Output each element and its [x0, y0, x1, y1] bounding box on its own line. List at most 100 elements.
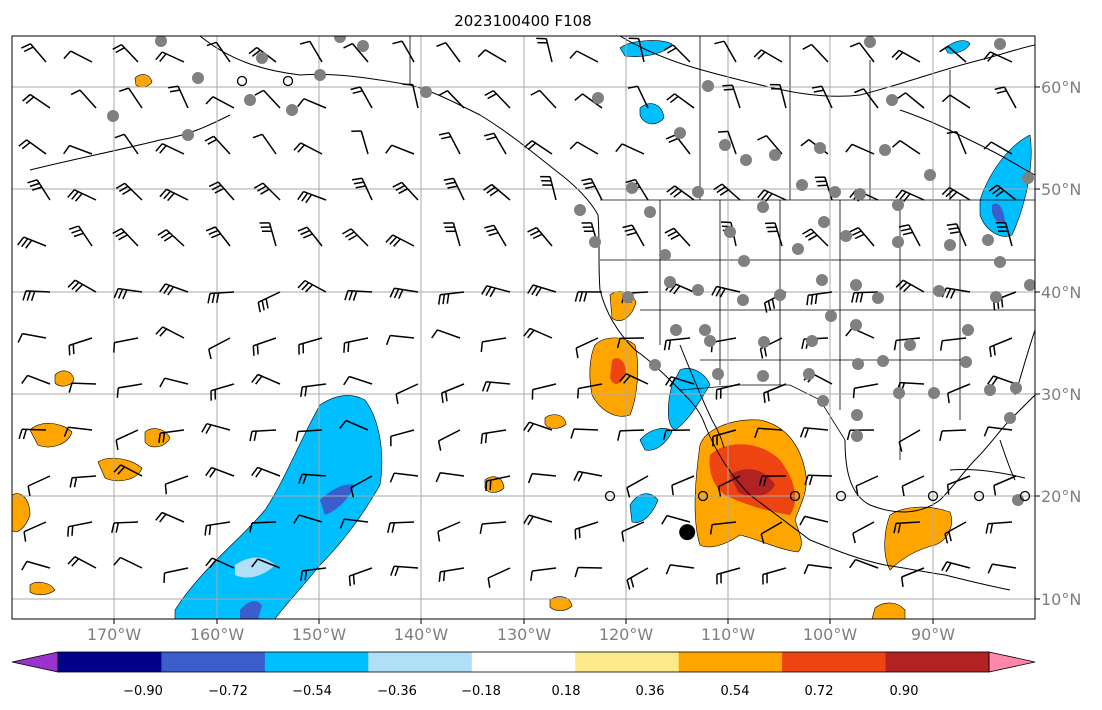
wind-barb [298, 337, 323, 355]
station-dot [825, 310, 837, 322]
wind-barb [68, 382, 97, 393]
station-dot [840, 230, 852, 242]
station-dot [994, 38, 1006, 50]
positive-blob-10 [134, 74, 153, 88]
station-dot [334, 36, 346, 43]
wind-barb [299, 40, 323, 63]
station-dot [626, 182, 638, 194]
wind-barb [892, 139, 921, 155]
wind-barb [845, 143, 875, 155]
wind-barb [342, 228, 369, 247]
positive-high-california [610, 358, 626, 384]
wind-barb [164, 475, 189, 495]
wind-barb [251, 373, 281, 385]
station-dot [704, 335, 716, 347]
lat-label: 20°N [1041, 487, 1081, 506]
wind-barb [714, 40, 737, 63]
colorbar-labels: −0.90 −0.72 −0.54 −0.36 −0.18 0.18 0.36 … [123, 684, 918, 699]
wind-barb [300, 383, 327, 398]
wind-barb [573, 470, 603, 482]
wind-barb [994, 86, 1017, 109]
wind-barb [852, 383, 879, 399]
station-dot [818, 216, 830, 228]
tick-marks [113, 86, 1040, 624]
station-dot [649, 359, 661, 371]
wind-barb [891, 49, 921, 63]
coastline-aleutians [29, 114, 231, 171]
wind-barb [540, 175, 557, 201]
station-dot [702, 80, 714, 92]
open-circle [236, 75, 248, 87]
lat-labels: 60°N 50°N 40°N 30°N 20°N 10°N [1041, 78, 1081, 609]
wind-barb [477, 49, 507, 63]
colorbar-tick-label: −0.18 [461, 684, 501, 699]
wind-barb [626, 567, 649, 590]
station-dot [851, 409, 863, 421]
station-dot [769, 149, 781, 161]
wind-barb [983, 51, 1013, 63]
wind-barb [27, 475, 51, 497]
wind-barb [481, 381, 511, 392]
wind-barb [385, 144, 415, 155]
station-dot [933, 285, 945, 297]
wind-barb [939, 429, 967, 441]
station-dot [944, 239, 956, 251]
station-dot [850, 319, 862, 331]
lon-label: 90°W [911, 625, 955, 644]
wind-barb [663, 337, 691, 351]
wind-barb [484, 89, 511, 109]
wind-barb [523, 421, 553, 433]
wind-barb [159, 283, 189, 296]
open-circle [1019, 490, 1031, 502]
station-dot [719, 139, 731, 151]
wind-barb [799, 427, 829, 438]
lon-label: 100°W [803, 625, 858, 644]
station-dot [792, 243, 804, 255]
colorbar-segment [471, 652, 576, 672]
station-dot [850, 279, 862, 291]
wind-barb [116, 383, 143, 398]
wind-barb [987, 563, 1017, 574]
coastline-canada-north [619, 36, 1035, 97]
wind-barb [665, 376, 695, 387]
wind-barb [70, 89, 97, 109]
wind-barb [385, 334, 415, 346]
wind-barb [251, 466, 281, 478]
wind-barb [799, 515, 829, 526]
wind-barb [207, 291, 235, 304]
wind-barb [574, 566, 603, 578]
wind-barb [67, 556, 97, 569]
map-area [12, 36, 1035, 619]
colorbar-segment [575, 652, 680, 672]
positive-blob-2 [97, 457, 143, 481]
station-dot [244, 94, 256, 106]
wind-barb [581, 177, 603, 201]
negative-core-pacific-2 [240, 601, 262, 619]
storm-center-marker [679, 524, 696, 541]
station-dot [1024, 279, 1035, 291]
wind-barb [941, 561, 971, 573]
wind-barb [293, 514, 323, 524]
wind-barb [118, 87, 143, 109]
wind-barb [622, 224, 645, 247]
wind-barb [22, 290, 51, 302]
wind-barb [854, 88, 879, 109]
wind-barb [297, 279, 327, 293]
lon-label: 120°W [599, 625, 654, 644]
wind-barb [21, 43, 47, 63]
station-dot [674, 127, 686, 139]
station-dots [107, 36, 1035, 506]
station-dot [879, 144, 891, 156]
wind-barb [204, 135, 231, 155]
wind-barb [480, 429, 507, 444]
wind-barb [351, 130, 369, 155]
station-dot [155, 36, 167, 47]
colorbar-segment [782, 652, 886, 672]
wind-barb [576, 383, 603, 399]
wind-barb [158, 429, 185, 444]
station-dot [982, 234, 994, 246]
station-dot [796, 179, 808, 191]
colorbar-tick-label: 0.54 [721, 684, 750, 699]
wind-barb [900, 567, 925, 587]
wind-barb [946, 223, 967, 247]
